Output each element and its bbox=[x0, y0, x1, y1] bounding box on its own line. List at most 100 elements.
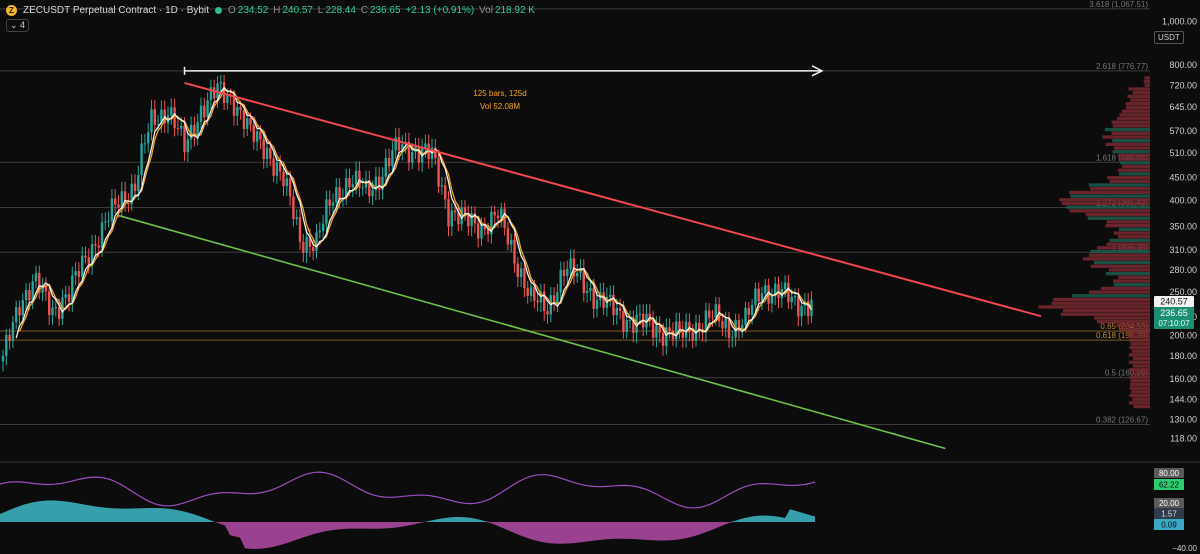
candle-body bbox=[173, 107, 176, 129]
candle-body bbox=[222, 82, 226, 104]
candle-body bbox=[602, 292, 605, 308]
osc-value-1-57: 1.57 bbox=[1161, 510, 1177, 519]
candle-body bbox=[100, 222, 104, 248]
currency-label[interactable]: USDT bbox=[1154, 31, 1184, 44]
candle-body bbox=[681, 329, 684, 338]
candle-body bbox=[741, 324, 744, 332]
candle-body bbox=[57, 306, 61, 319]
candle-body bbox=[727, 318, 731, 338]
candle-body bbox=[678, 321, 681, 330]
candle-body bbox=[595, 300, 599, 309]
candle-body bbox=[21, 300, 24, 316]
candle-body bbox=[500, 208, 503, 219]
volume-profile-bar bbox=[1143, 79, 1150, 84]
y-axis-tick-label: 645.00 bbox=[1169, 102, 1197, 112]
candle-body bbox=[193, 124, 196, 137]
candle-body bbox=[625, 320, 628, 332]
candle-body bbox=[411, 152, 414, 163]
candle-body bbox=[655, 325, 658, 338]
low-value: 228.44 bbox=[325, 4, 356, 16]
volume-profile-bar bbox=[1131, 390, 1150, 394]
volume-profile-bar bbox=[1112, 150, 1150, 154]
candle-body bbox=[312, 247, 315, 251]
candle-body bbox=[183, 125, 186, 153]
candle-body bbox=[381, 176, 384, 190]
symbol-title[interactable]: ZECUSDT Perpetual Contract · 1D · Bybit bbox=[23, 4, 209, 16]
zcash-coin-icon: Z bbox=[6, 4, 17, 16]
last-price-tag bbox=[1154, 307, 1194, 329]
candle-body bbox=[24, 289, 28, 301]
measure-arrow-head bbox=[811, 65, 824, 77]
osc-value-tag bbox=[1154, 508, 1184, 519]
volume-profile-bar bbox=[1097, 246, 1150, 250]
candle-body bbox=[506, 227, 510, 245]
candle-body bbox=[401, 144, 404, 151]
volume-profile-bar bbox=[1108, 268, 1150, 272]
volume-profile-bar bbox=[1111, 131, 1150, 135]
candle-body bbox=[424, 143, 427, 148]
candle-body bbox=[566, 269, 569, 276]
volume-profile-bar bbox=[1088, 253, 1150, 257]
candle-body bbox=[8, 334, 11, 342]
candle-body bbox=[691, 332, 694, 341]
candle-body bbox=[265, 147, 269, 160]
candle-body bbox=[137, 175, 140, 192]
candle-body bbox=[331, 202, 335, 206]
volume-profile-bar bbox=[1069, 209, 1150, 213]
candle-body bbox=[246, 118, 249, 129]
candle-body bbox=[74, 271, 77, 276]
volume-profile-bar bbox=[1117, 168, 1150, 172]
candle-body bbox=[123, 191, 127, 203]
volume-profile-bar bbox=[1129, 345, 1150, 350]
candle-body bbox=[186, 139, 189, 153]
market-status-icon bbox=[215, 6, 222, 14]
candle-body bbox=[275, 162, 279, 176]
candle-body bbox=[378, 176, 381, 190]
volume-profile-bar bbox=[1132, 356, 1150, 361]
candle-body bbox=[460, 207, 463, 225]
last-price-label: 236.65 bbox=[1160, 308, 1188, 318]
candle-body bbox=[807, 301, 810, 317]
candle-body bbox=[562, 269, 566, 276]
candle-body bbox=[721, 321, 724, 329]
osc-value-0-09: 0.09 bbox=[1161, 521, 1177, 530]
y-axis-tick-label: 350.00 bbox=[1169, 221, 1197, 231]
y-axis-tick-label: 1,000.00 bbox=[1162, 17, 1197, 27]
volume-profile-bar bbox=[1105, 272, 1150, 276]
volume-profile-bar bbox=[1090, 249, 1150, 254]
open-label: O bbox=[228, 4, 236, 16]
candle-body bbox=[67, 294, 71, 302]
volume-profile-bar bbox=[1120, 161, 1150, 165]
volume-profile-bar bbox=[1127, 94, 1150, 99]
volume-profile-bar bbox=[1072, 294, 1150, 298]
candle-body bbox=[272, 158, 275, 176]
candle-body bbox=[239, 107, 242, 111]
candle-body bbox=[156, 124, 160, 126]
candle-body bbox=[38, 273, 41, 293]
volume-profile-bar bbox=[1131, 371, 1150, 376]
candle-body bbox=[463, 207, 467, 213]
volume-profile-bar bbox=[1118, 275, 1150, 279]
volume-profile-bar bbox=[1130, 98, 1150, 102]
osc-value-62: 62.22 bbox=[1159, 481, 1180, 490]
candle-body bbox=[519, 268, 523, 278]
candle-body bbox=[28, 289, 31, 301]
volume-value: 218.92 K bbox=[494, 4, 535, 16]
candle-body bbox=[104, 221, 107, 223]
measure-bars-label: 125 bars, 125d bbox=[473, 89, 526, 98]
candle-body bbox=[777, 283, 780, 299]
candle-body bbox=[559, 269, 562, 293]
candle-body bbox=[18, 307, 21, 316]
candle-body bbox=[618, 308, 622, 311]
close-value: 236.65 bbox=[369, 4, 401, 16]
volume-profile-bar bbox=[1111, 120, 1150, 124]
candle-body bbox=[790, 296, 793, 303]
candle-body bbox=[315, 232, 318, 251]
candle-body bbox=[368, 180, 371, 197]
y-axis-tick-label: 280.00 bbox=[1169, 265, 1197, 275]
candle-body bbox=[209, 87, 213, 101]
indicators-toggle-button[interactable]: ⌄ 4 bbox=[6, 19, 30, 32]
volume-profile-bar bbox=[1128, 353, 1150, 357]
candle-body bbox=[71, 275, 74, 302]
